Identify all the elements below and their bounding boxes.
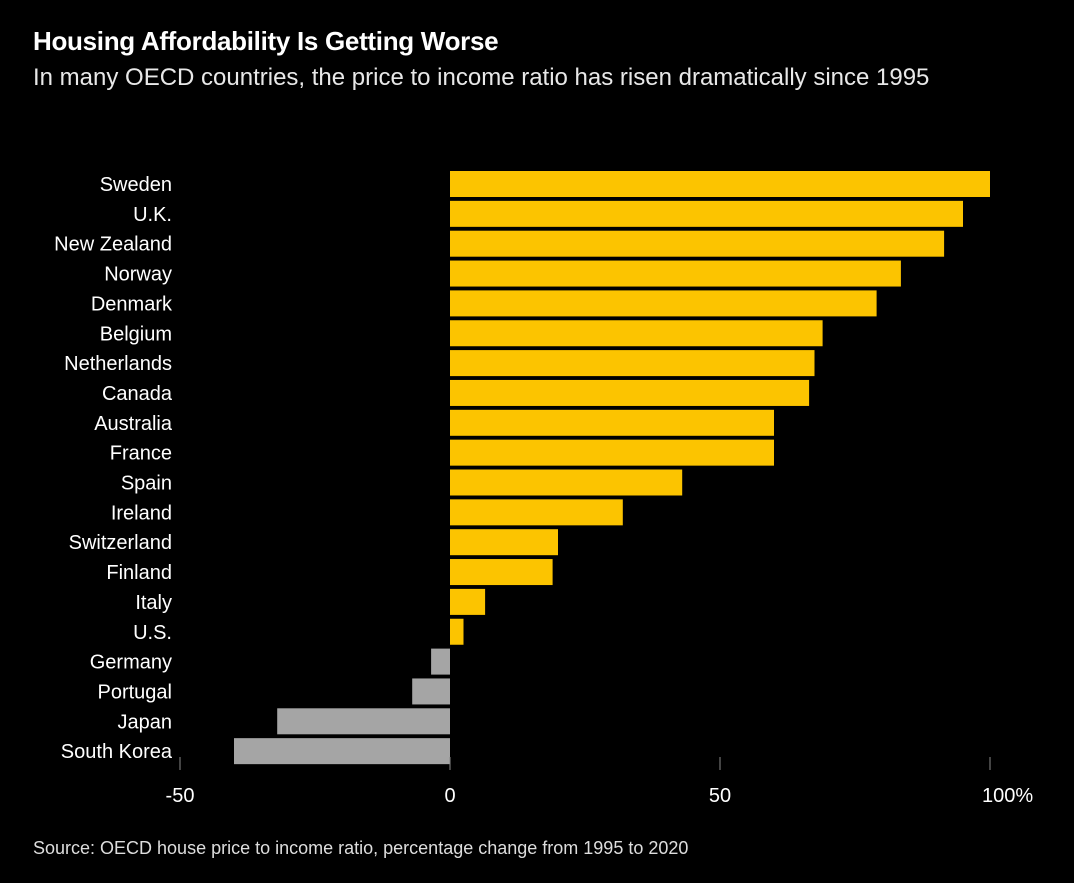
bar-italy (450, 588, 486, 615)
x-tick-label: 50 (709, 785, 731, 807)
chart-subtitle: In many OECD countries, the price to inc… (33, 64, 930, 91)
category-label: Canada (102, 383, 173, 405)
category-label: Switzerland (69, 532, 172, 554)
chart-title: Housing Affordability Is Getting Worse (33, 26, 499, 56)
category-label: France (110, 443, 172, 465)
x-tick-label: -50 (166, 785, 195, 807)
bar-france (450, 439, 774, 466)
source-note: Source: OECD house price to income ratio… (33, 838, 689, 858)
category-label: Germany (90, 652, 172, 674)
category-label: Spain (121, 473, 172, 495)
category-label: Italy (135, 592, 172, 614)
bar-spain (450, 469, 683, 496)
bar-new-zealand (450, 230, 945, 257)
bar-denmark (450, 290, 877, 317)
category-label: Netherlands (64, 353, 172, 375)
bar-u-k- (450, 200, 963, 227)
category-label: South Korea (61, 741, 173, 763)
category-label: Denmark (91, 293, 173, 315)
bar-u-s- (450, 618, 464, 645)
category-label: Japan (118, 711, 173, 733)
category-label: Norway (104, 264, 172, 286)
category-label: Portugal (98, 681, 173, 703)
bar-belgium (450, 320, 823, 347)
category-label: Finland (106, 562, 172, 584)
category-label: Ireland (111, 502, 172, 524)
bar-japan (277, 708, 450, 735)
bar-germany (431, 648, 450, 675)
category-label: U.S. (133, 622, 172, 644)
category-label: U.K. (133, 204, 172, 226)
category-label: Belgium (100, 323, 172, 345)
category-label: Sweden (100, 174, 172, 196)
bar-sweden (450, 171, 990, 197)
bar-finland (450, 559, 553, 586)
x-tick-label: 0 (444, 785, 455, 807)
bar-australia (450, 409, 774, 436)
category-label: Australia (94, 413, 173, 435)
category-label: New Zealand (54, 234, 172, 256)
bar-ireland (450, 499, 623, 526)
bar-canada (450, 379, 810, 406)
bar-portugal (412, 678, 450, 705)
bar-norway (450, 260, 901, 287)
bar-netherlands (450, 350, 815, 377)
bar-switzerland (450, 529, 558, 556)
x-tick-label: 100% (982, 785, 1033, 807)
bar-south-korea (234, 738, 450, 765)
